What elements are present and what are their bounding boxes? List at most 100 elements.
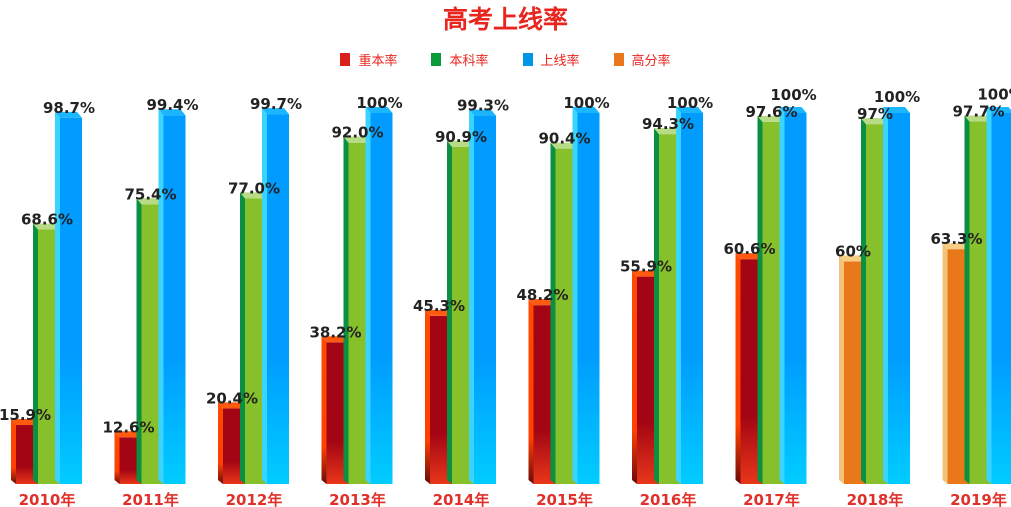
bar-side: [262, 108, 267, 484]
data-label: 38.2%: [309, 323, 361, 341]
bar-top: [469, 109, 496, 116]
bar: [991, 113, 1011, 484]
bar: [245, 198, 267, 484]
bar-top: [447, 140, 474, 147]
bar-top: [343, 136, 371, 143]
data-label: 100%: [563, 94, 609, 112]
bar: [577, 113, 600, 484]
bar-top: [883, 107, 910, 113]
bar-top: [55, 111, 82, 118]
bar-side: [942, 243, 948, 484]
bar-top: [262, 108, 289, 115]
data-label: 100%: [356, 94, 402, 112]
bar: [969, 121, 992, 485]
legend-label: 上线率: [540, 54, 580, 69]
bar: [762, 121, 785, 485]
bar: [452, 146, 474, 485]
bar: [326, 342, 349, 484]
legend-item: 高分率: [613, 50, 671, 69]
legend-swatch: [613, 53, 624, 66]
bar-side: [447, 140, 452, 485]
x-tick-label: 2019年: [950, 491, 1007, 507]
bar-side: [33, 223, 38, 484]
bar-side: [136, 198, 142, 485]
legend-swatch: [340, 53, 351, 66]
bar-side: [240, 192, 245, 484]
legend-label: 高分率: [631, 54, 671, 69]
data-label: 77.0%: [228, 179, 280, 197]
bar: [659, 134, 681, 484]
bar-top: [861, 118, 888, 125]
bar-side: [114, 431, 120, 484]
bar-side: [676, 107, 681, 484]
data-label: 68.6%: [21, 210, 73, 228]
bar-top: [779, 107, 807, 113]
x-tick-label: 2016年: [640, 491, 697, 507]
bar-top: [365, 107, 393, 113]
bar-side: [365, 107, 371, 484]
bar-top: [136, 198, 164, 205]
chart-title: 高考上线率: [442, 5, 568, 34]
data-label: 98.7%: [43, 99, 95, 117]
bar-side: [654, 128, 659, 484]
bar-top: [218, 402, 245, 409]
bar: [370, 113, 393, 484]
bar: [681, 113, 703, 484]
bar-side: [735, 253, 741, 484]
data-label: 94.3%: [642, 115, 694, 133]
data-label: 90.9%: [435, 128, 487, 146]
bar: [947, 249, 970, 484]
bar-top: [33, 223, 60, 230]
bar-side: [321, 336, 327, 484]
bar: [60, 117, 82, 484]
data-label: 60%: [835, 242, 871, 260]
legend: 重本率 本科率 上线率 高分率: [0, 50, 1011, 69]
bar: [555, 148, 578, 484]
bar-top: [676, 107, 703, 113]
data-label: 15.9%: [0, 406, 51, 424]
bar-top: [735, 253, 763, 260]
legend-item: 本科率: [431, 50, 489, 69]
bar: [223, 408, 245, 484]
bar-top: [757, 115, 785, 122]
bar-top: [964, 115, 992, 122]
data-label: 100%: [667, 94, 713, 112]
bar-top: [572, 107, 600, 113]
bar-side: [425, 309, 430, 484]
data-label: 97.6%: [745, 103, 797, 121]
data-label: 100%: [770, 86, 816, 104]
bar-side: [550, 142, 556, 484]
bar: [866, 124, 888, 484]
bar: [38, 229, 60, 484]
legend-swatch: [431, 53, 442, 66]
x-tick-label: 2014年: [433, 491, 490, 507]
bar: [533, 305, 556, 484]
data-label: 100%: [874, 88, 920, 106]
bar-side: [779, 107, 785, 484]
x-tick-label: 2015年: [536, 491, 593, 507]
bar-top: [321, 336, 349, 343]
bar-side: [55, 111, 60, 484]
bar-top: [11, 419, 38, 426]
x-tick-label: 2011年: [122, 491, 179, 507]
data-label: 48.2%: [516, 286, 568, 304]
bar: [348, 142, 371, 484]
data-label: 45.3%: [413, 297, 465, 315]
data-label: 75.4%: [124, 185, 176, 203]
x-tick-label: 2013年: [329, 491, 386, 507]
legend-label: 重本率: [358, 54, 398, 69]
legend-label: 本科率: [449, 54, 489, 69]
bar-top: [240, 192, 267, 199]
bar-side: [469, 109, 474, 485]
bar: [844, 261, 866, 484]
data-label: 55.9%: [620, 258, 672, 276]
bar-side: [343, 136, 349, 484]
data-label: 20.4%: [206, 389, 258, 407]
bar: [141, 204, 164, 485]
bar-side: [883, 107, 888, 484]
bar-top: [550, 142, 578, 149]
legend-item: 上线率: [522, 50, 580, 69]
data-label: 97%: [857, 105, 893, 123]
bar: [267, 114, 289, 484]
